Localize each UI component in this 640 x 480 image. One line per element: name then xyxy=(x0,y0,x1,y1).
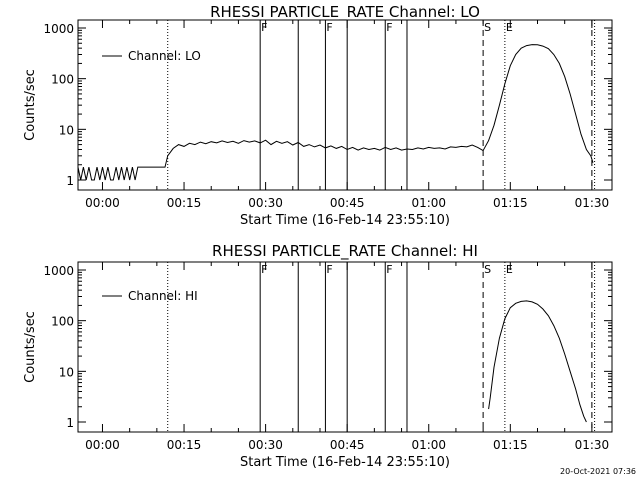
chart-2-y-tick-label: 100 xyxy=(51,315,74,329)
chart-1-x-tick-label: 00:00 xyxy=(85,196,120,210)
chart-1-y-axis-label: Counts/sec xyxy=(23,69,38,141)
chart-2-x-tick-label: 00:00 xyxy=(85,438,120,452)
chart-2-y-axis-label: Counts/sec xyxy=(23,311,38,383)
chart-2-plot-frame xyxy=(77,261,613,433)
chart-1-x-axis-label: Start Time (16-Feb-14 23:55:10) xyxy=(240,213,450,228)
chart-2-x-tick-label: 00:45 xyxy=(330,438,365,452)
chart-1-event-label: S xyxy=(484,21,491,34)
chart-1-y-tick-label: 10 xyxy=(59,123,74,137)
chart-1-title: RHESSI PARTICLE_RATE Channel: LO xyxy=(210,3,480,22)
chart-1-event-label: F xyxy=(386,21,392,34)
chart-1-plot-frame xyxy=(77,19,613,191)
chart-1-y-tick-label: 1000 xyxy=(43,22,74,36)
chart-2-x-tick-label: 00:30 xyxy=(248,438,283,452)
chart-1-event-label: E xyxy=(506,21,513,34)
chart-2-series-line-1 xyxy=(488,300,587,423)
chart-2-event-label: F xyxy=(261,263,267,276)
chart-2-title: RHESSI PARTICLE_RATE Channel: HI xyxy=(212,242,478,261)
chart-1-x-tick-label: 00:30 xyxy=(248,196,283,210)
chart-1-x-tick-label: 00:45 xyxy=(330,196,365,210)
chart-2-x-tick-label: 01:30 xyxy=(575,438,610,452)
chart-1-event-label: F xyxy=(326,21,332,34)
chart-1-legend-label: Channel: LO xyxy=(128,49,201,63)
chart-1-y-tick-label: 1 xyxy=(66,174,74,188)
chart-1-x-tick-label: 01:00 xyxy=(411,196,446,210)
chart-1-y-tick-label: 100 xyxy=(51,73,74,87)
chart-1-series-line-1 xyxy=(77,44,594,181)
chart-2-y-tick-label: 1000 xyxy=(43,264,74,278)
chart-2-y-tick-label: 1 xyxy=(66,416,74,430)
footer-timestamp: 20-Oct-2021 07:36 xyxy=(560,467,636,476)
chart-2-x-tick-label: 00:15 xyxy=(167,438,202,452)
chart-2-event-label: S xyxy=(484,263,491,276)
chart-2-x-tick-label: 01:15 xyxy=(493,438,528,452)
chart-2-y-tick-label: 10 xyxy=(59,365,74,379)
chart-1-event-label: F xyxy=(261,21,267,34)
chart-2-legend-label: Channel: HI xyxy=(128,289,198,303)
chart-1-x-tick-label: 01:30 xyxy=(575,196,610,210)
chart-1-x-tick-label: 00:15 xyxy=(167,196,202,210)
chart-2-event-label: E xyxy=(506,263,513,276)
chart-2-x-tick-label: 01:00 xyxy=(411,438,446,452)
chart-2-x-axis-label: Start Time (16-Feb-14 23:55:10) xyxy=(240,455,450,470)
chart-2-event-label: F xyxy=(386,263,392,276)
chart-2-event-label: F xyxy=(326,263,332,276)
chart-1-x-tick-label: 01:15 xyxy=(493,196,528,210)
